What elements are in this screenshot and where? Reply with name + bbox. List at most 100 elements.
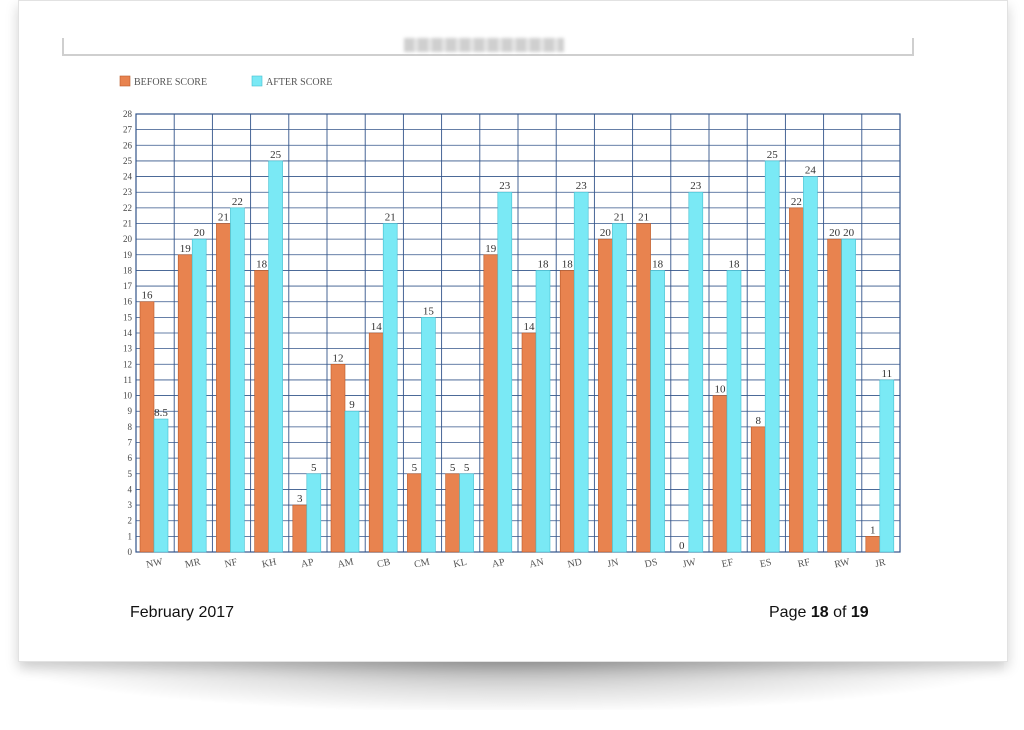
y-tick-label: 10 — [123, 391, 133, 401]
page-of: of — [833, 604, 847, 621]
x-tick-label: DS — [644, 557, 659, 570]
bar-after-score — [650, 270, 665, 553]
x-tick-label: JR — [874, 557, 887, 570]
y-tick-label: 25 — [123, 156, 133, 166]
bar-after-score — [803, 176, 818, 553]
bar-after-score — [421, 317, 436, 553]
bar-before-score — [750, 426, 766, 553]
bar-after-score — [191, 238, 207, 553]
bar-after-score — [688, 191, 704, 553]
x-tick-label: NF — [224, 557, 239, 571]
page-word: Page — [769, 604, 807, 621]
legend-label-before: BEFORE SCORE — [134, 77, 207, 88]
value-label-before: 5 — [412, 462, 418, 474]
y-tick-label: 18 — [123, 265, 133, 275]
bar-before-score — [139, 301, 155, 553]
bar-after-score — [726, 270, 742, 553]
bar-before-score — [521, 332, 537, 553]
value-label-before: 21 — [218, 212, 229, 224]
value-label-before: 16 — [142, 290, 154, 302]
value-label-before: 14 — [524, 321, 536, 333]
x-tick-label: NW — [145, 556, 164, 570]
bar-before-score — [177, 254, 193, 553]
value-label-after: 18 — [652, 258, 664, 270]
x-tick-label: CB — [376, 557, 392, 571]
bar-before-score — [598, 238, 613, 553]
value-label-before: 3 — [297, 493, 303, 505]
y-tick-label: 6 — [128, 453, 133, 463]
legend-swatch-before — [119, 75, 131, 87]
bar-after-score — [573, 191, 589, 553]
y-tick-label: 15 — [123, 312, 133, 322]
y-tick-label: 21 — [123, 219, 132, 229]
bar-after-score — [612, 223, 627, 553]
y-tick-label: 26 — [123, 140, 133, 150]
value-label-after: 20 — [194, 227, 206, 239]
value-label-before: 18 — [562, 258, 574, 270]
bar-before-score — [789, 207, 804, 553]
x-tick-label: JW — [682, 557, 698, 571]
value-label-before: 21 — [638, 212, 649, 224]
value-label-before: 10 — [715, 384, 727, 396]
y-tick-label: 3 — [128, 500, 133, 510]
value-label-after: 22 — [232, 196, 243, 208]
bar-after-score — [306, 473, 322, 553]
x-tick-label: AN — [528, 557, 544, 571]
x-tick-label: ND — [567, 557, 583, 571]
value-label-before: 12 — [333, 352, 344, 364]
bar-before-score — [330, 363, 346, 553]
value-label-after: 23 — [499, 180, 511, 192]
value-label-before: 22 — [791, 196, 802, 208]
x-tick-label: AP — [300, 557, 315, 571]
x-tick-label: ES — [759, 557, 773, 570]
footer-page-number: Page 18 of 19 — [769, 604, 869, 622]
y-tick-label: 7 — [128, 438, 133, 448]
y-tick-label: 0 — [128, 547, 133, 557]
value-label-before: 18 — [256, 258, 268, 270]
bar-before-score — [865, 536, 881, 553]
value-label-after: 20 — [843, 227, 855, 239]
bar-before-score — [559, 270, 575, 553]
y-tick-label: 1 — [128, 531, 133, 541]
bar-after-score — [268, 160, 283, 553]
y-tick-label: 27 — [123, 125, 133, 135]
x-tick-label: AM — [337, 556, 355, 570]
bar-after-score — [764, 160, 780, 553]
y-tick-label: 2 — [128, 516, 133, 526]
bar-after-score — [841, 238, 856, 553]
x-tick-label: KH — [261, 557, 277, 571]
bar-before-score — [483, 254, 499, 553]
value-label-after: 5 — [311, 462, 317, 474]
value-label-before: 20 — [600, 227, 612, 239]
header-rule — [62, 38, 914, 56]
value-label-after: 21 — [385, 212, 396, 224]
value-label-before: 8 — [755, 415, 761, 427]
y-tick-label: 17 — [123, 281, 133, 291]
value-label-after: 18 — [729, 258, 741, 270]
value-label-after: 25 — [767, 149, 779, 161]
bar-after-score — [535, 270, 551, 553]
y-tick-label: 14 — [123, 328, 133, 338]
bar-before-score — [445, 473, 460, 553]
y-tick-label: 19 — [123, 250, 133, 260]
bar-before-score — [712, 395, 728, 553]
value-label-after: 24 — [805, 165, 817, 177]
value-label-before: 0 — [679, 540, 685, 552]
footer-date: February 2017 — [130, 604, 235, 621]
value-label-after: 18 — [538, 258, 550, 270]
y-tick-label: 16 — [123, 297, 133, 307]
value-label-after: 5 — [464, 462, 470, 474]
bar-before-score — [254, 270, 269, 553]
page-total: 19 — [850, 604, 869, 621]
legend-swatch-after — [251, 75, 263, 87]
x-tick-label: CM — [413, 557, 431, 571]
y-tick-label: 20 — [123, 234, 133, 244]
x-tick-label: MR — [184, 556, 202, 570]
value-label-before: 5 — [450, 462, 456, 474]
y-tick-label: 8 — [128, 422, 133, 432]
value-label-after: 15 — [423, 305, 435, 317]
bar-after-score — [153, 418, 169, 553]
bar-before-score — [368, 332, 384, 553]
y-tick-label: 5 — [128, 469, 133, 479]
y-tick-label: 22 — [123, 203, 132, 213]
